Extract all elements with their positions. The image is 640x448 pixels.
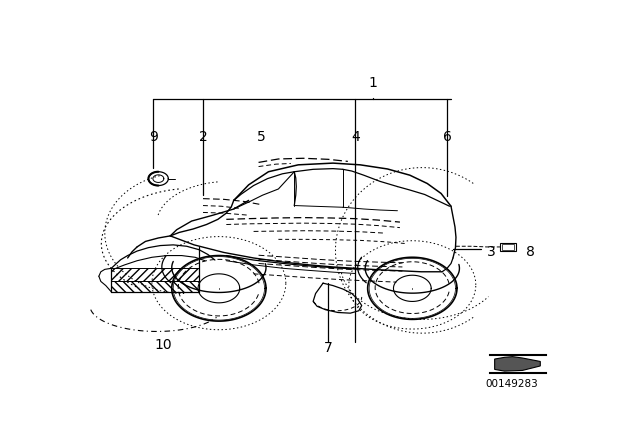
Text: 1: 1 bbox=[368, 76, 377, 90]
Polygon shape bbox=[111, 268, 199, 281]
Text: 5: 5 bbox=[257, 129, 266, 143]
Text: 8: 8 bbox=[527, 245, 535, 259]
Text: 00149283: 00149283 bbox=[485, 379, 538, 389]
Text: 9: 9 bbox=[149, 129, 158, 143]
Text: 2: 2 bbox=[198, 129, 207, 143]
FancyBboxPatch shape bbox=[502, 244, 513, 250]
Polygon shape bbox=[111, 281, 199, 292]
Text: 3: 3 bbox=[486, 245, 495, 259]
Polygon shape bbox=[495, 357, 540, 371]
Text: 4: 4 bbox=[351, 129, 360, 143]
Text: 10: 10 bbox=[154, 338, 172, 352]
Text: 7: 7 bbox=[324, 340, 332, 355]
FancyBboxPatch shape bbox=[500, 243, 516, 251]
Text: 6: 6 bbox=[443, 129, 451, 143]
